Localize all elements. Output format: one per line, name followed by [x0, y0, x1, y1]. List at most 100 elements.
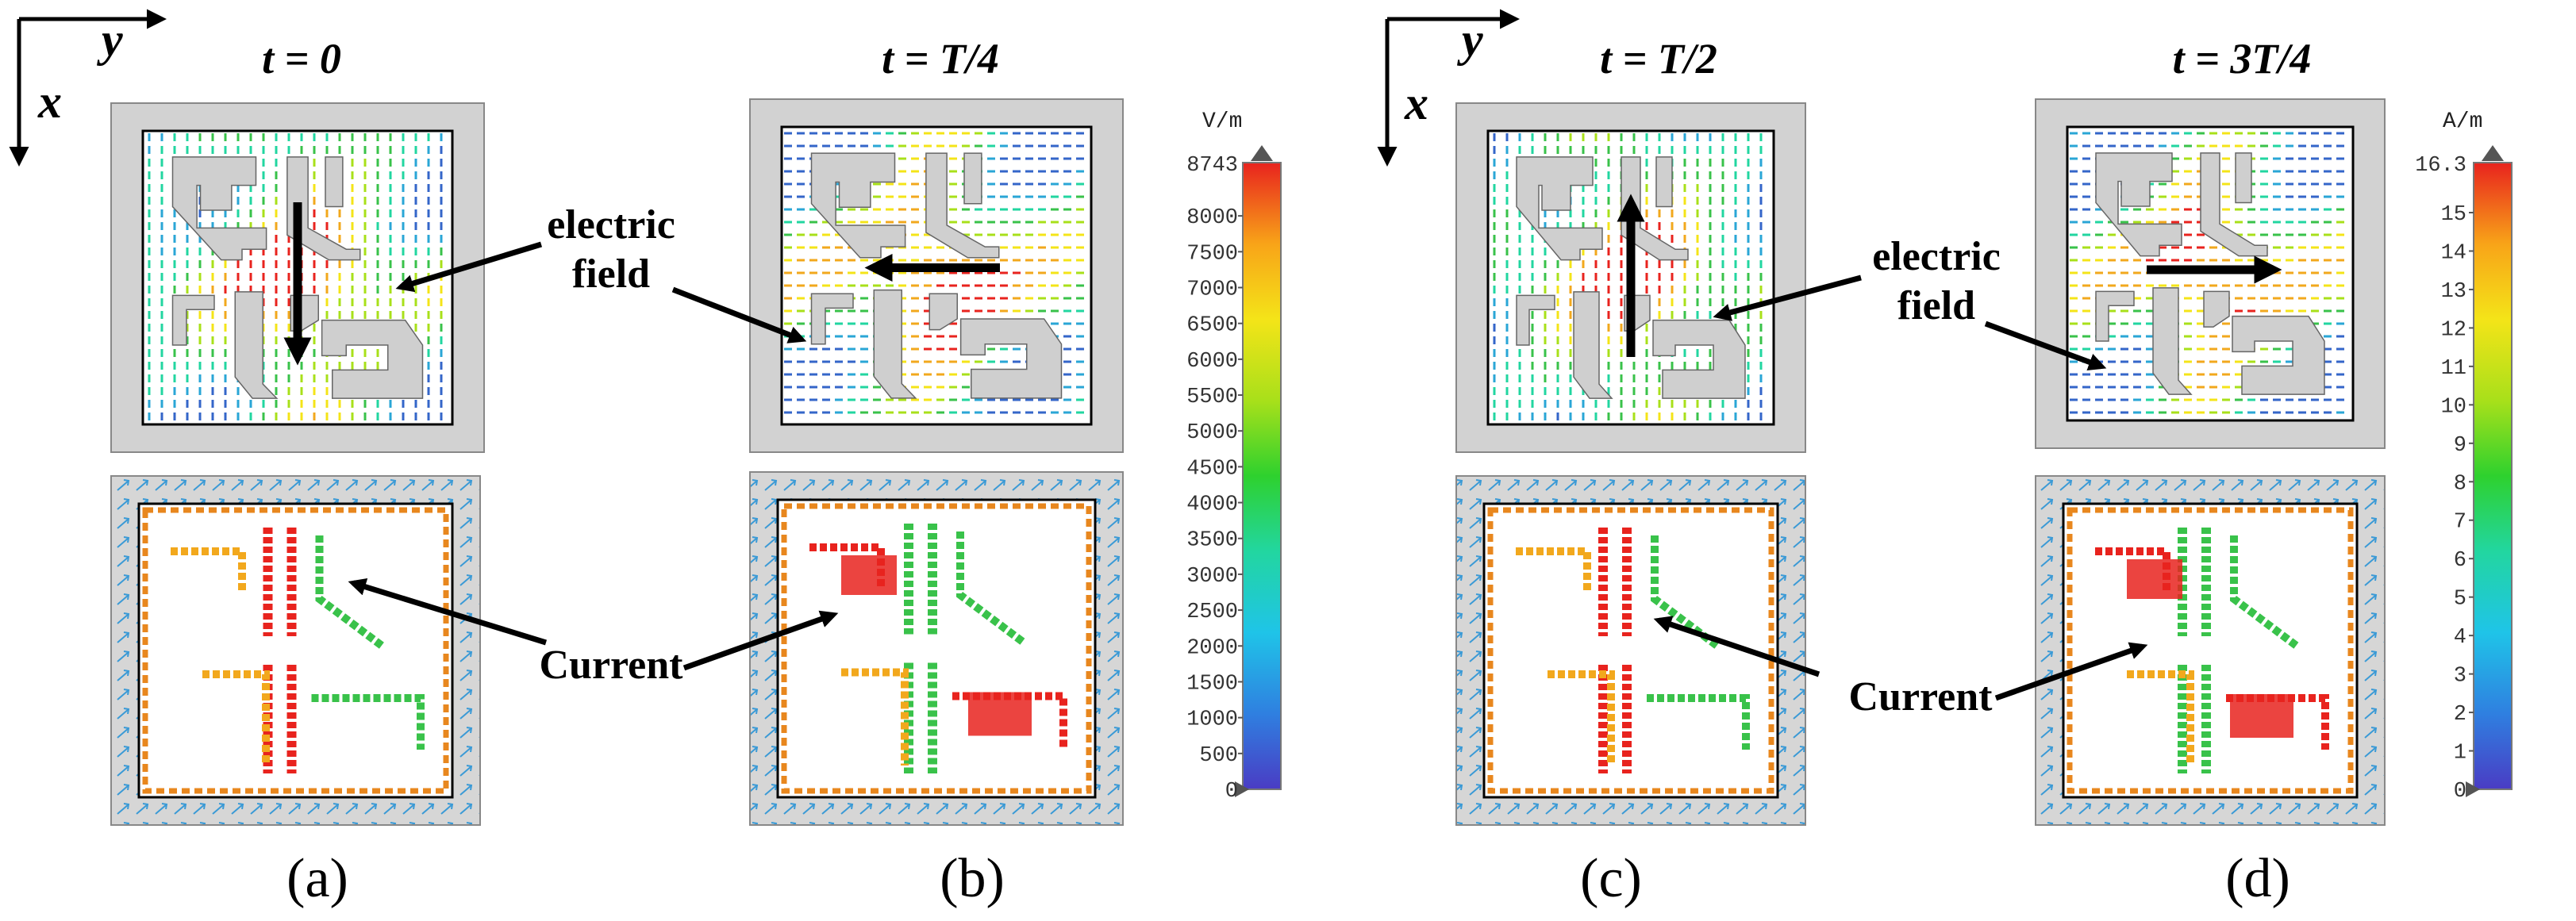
- colorbar-tick-label: 8: [2454, 472, 2466, 496]
- x-axis-label: x: [37, 75, 62, 128]
- pointer-arrow: [1653, 616, 1821, 677]
- resonator-shape: [325, 156, 344, 208]
- colorbar-tick-label: 2500: [1186, 601, 1238, 624]
- colorbar-tick-label: 7: [2454, 511, 2466, 535]
- current-label: Current: [539, 643, 683, 688]
- resonator-shape: [171, 294, 215, 346]
- colorbar-tick-label: 2: [2454, 703, 2466, 727]
- electric-field-plot: [749, 98, 1124, 453]
- hot-region: [968, 692, 1032, 736]
- time-label-a: t = 0: [262, 35, 341, 83]
- axes-indicator-left: x y: [9, 9, 167, 167]
- resonator-shape: [2095, 152, 2182, 257]
- colorbar-max-marker: [2482, 145, 2504, 161]
- resonator-shape: [925, 152, 1000, 259]
- colorbar-tick-label: 12: [2441, 318, 2466, 342]
- colorbar-tick-label: 6500: [1186, 314, 1238, 338]
- resonator-shape: [2203, 290, 2230, 328]
- resonator-shape: [171, 156, 267, 261]
- sublabel-a: (a): [286, 848, 348, 909]
- resonator-current: [171, 547, 246, 591]
- colorbar-tick-label: 6: [2454, 549, 2466, 573]
- y-axis-label: y: [1457, 13, 1483, 66]
- colorbar-tick-label: 9: [2454, 434, 2466, 458]
- colorbar-tick-label: 1000: [1186, 708, 1238, 732]
- annotation-current-right: Current: [1653, 616, 2148, 720]
- colorbar-tick-label: 8000: [1186, 206, 1238, 230]
- pointer-arrow: [1984, 320, 2107, 371]
- annotation-current-left: Current: [348, 578, 839, 688]
- colorbar-tick-label: 4000: [1186, 493, 1238, 517]
- colorbar-gradient: [1242, 162, 1282, 790]
- resonator-current: [311, 694, 425, 750]
- resonator-current: [1647, 694, 1750, 750]
- colorbar-tick-label: 3: [2454, 665, 2466, 689]
- ring-current: [2067, 507, 2354, 794]
- resonator-shape: [1652, 319, 1746, 399]
- sublabel-d: (d): [2225, 848, 2290, 909]
- resonator-current: [2230, 535, 2300, 650]
- electric-field-plot: [2035, 98, 2386, 449]
- resonator-shape: [2235, 152, 2252, 204]
- colorbar-tick-label: 10: [2441, 395, 2466, 419]
- resonator-current: [2127, 670, 2194, 766]
- colorbar-tick-label: 15: [2441, 203, 2466, 227]
- current-plot: [2035, 475, 2386, 826]
- resonator-shape: [963, 152, 982, 205]
- resonator-current: [315, 535, 386, 650]
- current-label: Current: [1848, 674, 1993, 720]
- resonator-current: [202, 670, 270, 766]
- colorbar-tick-label: 0: [2454, 780, 2466, 804]
- pointer-arrow: [348, 578, 548, 646]
- panel-a: [110, 102, 485, 826]
- pointer-arrow: [1713, 274, 1862, 321]
- panel-c: [1455, 102, 1806, 826]
- colorbar-tick-label: 14: [2441, 241, 2466, 265]
- field-label: field: [572, 251, 650, 297]
- pointer-arrow: [1994, 642, 2148, 701]
- resonator-shape: [929, 293, 958, 331]
- ring-current: [142, 507, 449, 794]
- colorbar-tick-label: 1500: [1186, 672, 1238, 696]
- colorbar-unit: V/m: [1202, 109, 1242, 134]
- colorbar-tick-label: 3000: [1186, 565, 1238, 589]
- hot-region: [2127, 559, 2182, 599]
- resonator-current: [841, 668, 909, 766]
- resonator-shape: [2095, 290, 2135, 342]
- resonator-shape: [959, 318, 1063, 399]
- colorbar-electric-field: V/m8743800075007000650060005500500045004…: [1186, 109, 1282, 804]
- hot-region: [841, 555, 897, 595]
- colorbar-tick-label: 6000: [1186, 350, 1238, 374]
- hot-region: [2230, 694, 2293, 738]
- resonator-current: [1516, 547, 1591, 591]
- colorbar-max-label: 16.3: [2415, 154, 2466, 178]
- colorbar-tick-label: 3500: [1186, 529, 1238, 553]
- resonator-shape: [2232, 315, 2325, 395]
- time-label-b: t = T/4: [882, 35, 999, 83]
- pointer-arrow: [395, 241, 543, 293]
- resonator-shape: [873, 289, 917, 399]
- colorbar-tick-label: 7000: [1186, 278, 1238, 301]
- colorbar-tick-label: 13: [2441, 280, 2466, 304]
- colorbar-tick-label: 500: [1199, 744, 1238, 768]
- resonator-shape: [321, 319, 424, 399]
- resonator-shape: [1573, 291, 1613, 399]
- pointer-arrow: [682, 610, 839, 671]
- ring-current: [1487, 507, 1774, 794]
- colorbar-tick-label: 4500: [1186, 457, 1238, 481]
- colorbar-tick-label: 7500: [1186, 242, 1238, 266]
- current-plot: [749, 471, 1124, 826]
- resonator-shape: [1655, 156, 1673, 208]
- resonator-current: [1548, 670, 1615, 766]
- ring-current: [781, 503, 1092, 794]
- annotation-electric-field-right: electric field: [1713, 234, 2107, 371]
- pointer-arrow: [671, 286, 807, 343]
- electric-field-plot: [1455, 102, 1806, 453]
- colorbar-tick-label: 2000: [1186, 636, 1238, 660]
- electric-label: electric: [547, 202, 675, 248]
- colorbar-tick-label: 1: [2454, 742, 2466, 766]
- colorbar-tick-label: 0: [1225, 780, 1238, 804]
- resonator-shape: [810, 293, 854, 345]
- panel-d: [2035, 98, 2386, 826]
- axes-indicator-mid: x y: [1377, 9, 1520, 167]
